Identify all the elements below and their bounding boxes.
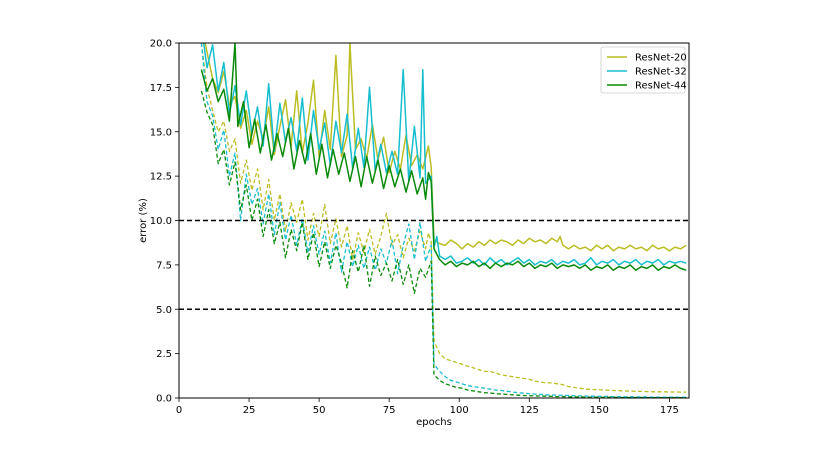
x-tick-label: 0 <box>176 405 182 416</box>
x-tick-label: 75 <box>383 405 396 416</box>
x-tick-label: 100 <box>450 405 469 416</box>
reference-lines <box>179 219 689 310</box>
x-tick-label: 125 <box>520 405 539 416</box>
legend-label-resnet-44: ResNet-44 <box>635 81 687 92</box>
series-line-resnet-32-test <box>202 43 687 266</box>
legend-label-resnet-32: ResNet-32 <box>635 67 687 78</box>
series-line-resnet-20-train <box>200 43 687 393</box>
x-tick-label: 25 <box>243 405 256 416</box>
y-tick-label: 17.5 <box>150 83 172 94</box>
y-tick-label: 5.0 <box>156 305 172 316</box>
series-line-resnet-44-train <box>200 90 687 398</box>
y-tick-label: 15.0 <box>150 127 172 138</box>
legend-box <box>600 46 686 94</box>
series-line-resnet-44-test <box>200 43 687 271</box>
series-line-resnet-20-test <box>204 43 687 252</box>
y-tick-label: 0.0 <box>156 394 172 405</box>
y-tick-label: 2.5 <box>156 349 172 360</box>
series-line-resnet-32-train <box>200 43 687 398</box>
legend-label-resnet-20: ResNet-20 <box>635 53 687 64</box>
x-tick-label: 150 <box>590 405 609 416</box>
y-tick-label: 10.0 <box>150 216 172 227</box>
x-tick-label: 175 <box>660 405 679 416</box>
y-axis: 0.0 2.5 5.0 7.5 10.0 12.5 15.0 17.5 20.0 <box>150 39 179 405</box>
y-tick-label: 20.0 <box>150 39 172 50</box>
y-tick-label: 12.5 <box>150 172 172 183</box>
x-axis-label: epochs <box>416 417 452 428</box>
legend: ResNet-20 ResNet-32 ResNet-44 <box>600 46 687 94</box>
x-tick-label: 50 <box>313 405 326 416</box>
x-axis: 0 25 50 75 100 125 150 175 <box>176 398 679 416</box>
y-tick-label: 7.5 <box>156 260 172 271</box>
plot-area <box>200 43 687 398</box>
y-axis-label: error (%) <box>138 198 149 243</box>
